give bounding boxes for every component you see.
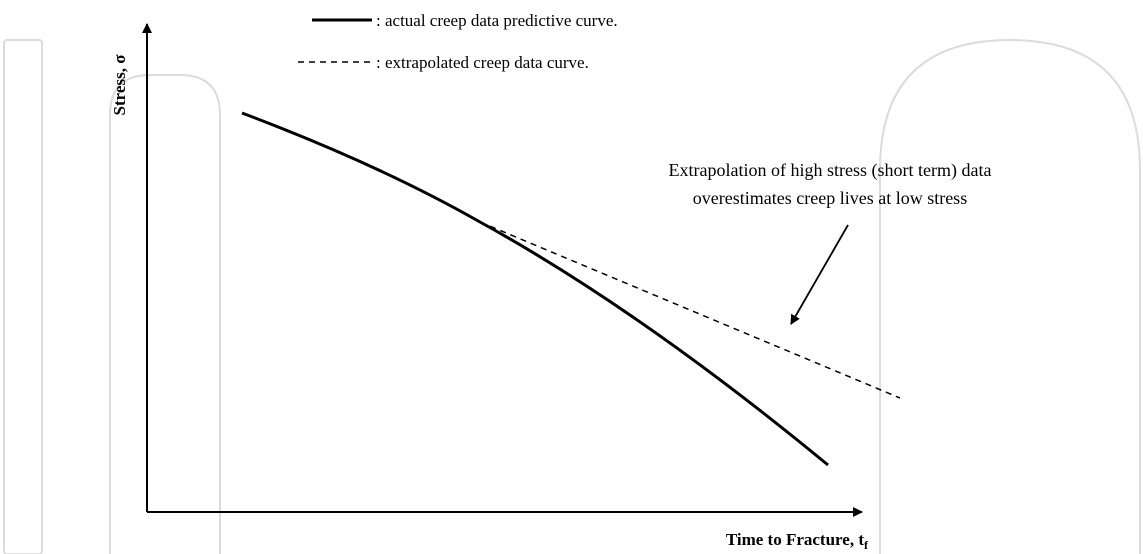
x-axis-label-main: Time to Fracture, t (726, 530, 864, 549)
y-axis-label: Stress, σ (110, 54, 129, 116)
actual-curve (241, 111, 829, 467)
legend-label: : actual creep data predictive curve. (376, 11, 618, 30)
x-axis-label: Time to Fracture, tf (726, 530, 869, 552)
watermark (3, 38, 1141, 554)
extrapolated-curve (479, 221, 901, 399)
legend-label: : extrapolated creep data curve. (376, 53, 589, 72)
annotation-arrow (790, 224, 849, 325)
annotation-line: Extrapolation of high stress (short term… (669, 160, 992, 181)
annotation-line: overestimates creep lives at low stress (693, 188, 967, 208)
x-axis-label-subscript: f (864, 538, 869, 552)
